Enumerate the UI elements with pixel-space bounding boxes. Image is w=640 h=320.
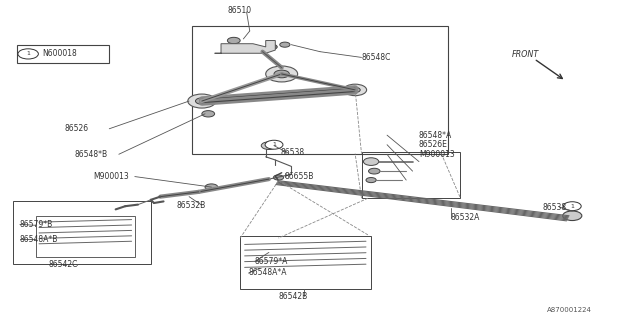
Text: 86548A*B: 86548A*B [20,235,58,244]
Circle shape [188,94,216,108]
Text: 86579*B: 86579*B [20,220,53,229]
Text: 86526E: 86526E [419,140,448,149]
Text: 86538: 86538 [280,148,305,157]
Bar [17,45,109,63]
Circle shape [369,168,380,174]
Text: 86510: 86510 [227,6,252,15]
Circle shape [267,44,277,50]
Circle shape [227,37,240,44]
Circle shape [344,84,367,96]
Circle shape [350,87,360,92]
Circle shape [202,111,214,117]
Bar [362,152,461,198]
Circle shape [280,42,290,47]
Circle shape [261,142,276,149]
Text: 86548*A: 86548*A [419,131,452,140]
Bar [192,26,448,154]
Text: M900013: M900013 [419,150,455,159]
Text: M900013: M900013 [93,172,129,181]
Text: 86526: 86526 [65,124,89,133]
Text: 1: 1 [570,204,574,209]
Text: N600018: N600018 [42,49,77,59]
Bar [240,236,371,289]
Text: A870001224: A870001224 [547,308,591,313]
Circle shape [18,49,38,59]
Text: 86538: 86538 [542,203,566,212]
Text: FRONT: FRONT [511,50,539,59]
Circle shape [364,158,379,165]
Text: 86655B: 86655B [285,172,314,181]
Text: 86548*B: 86548*B [74,150,108,159]
Circle shape [273,175,284,180]
Circle shape [563,211,582,220]
Circle shape [274,70,289,78]
Circle shape [266,66,298,82]
Circle shape [563,202,581,211]
Text: 86542C: 86542C [49,260,78,269]
Text: 86532A: 86532A [451,213,480,222]
Bar [36,216,135,257]
Text: 1: 1 [26,52,30,56]
Text: 86548A*A: 86548A*A [248,268,287,277]
Circle shape [205,184,218,190]
Text: 86579*A: 86579*A [255,257,288,266]
Bar [13,201,151,264]
Circle shape [195,98,208,104]
Text: 1: 1 [272,142,276,147]
Circle shape [265,140,283,149]
Polygon shape [214,41,275,53]
Text: 86532B: 86532B [176,201,205,210]
Circle shape [366,178,376,183]
Text: 86542B: 86542B [278,292,308,301]
Text: 86548C: 86548C [362,53,391,62]
